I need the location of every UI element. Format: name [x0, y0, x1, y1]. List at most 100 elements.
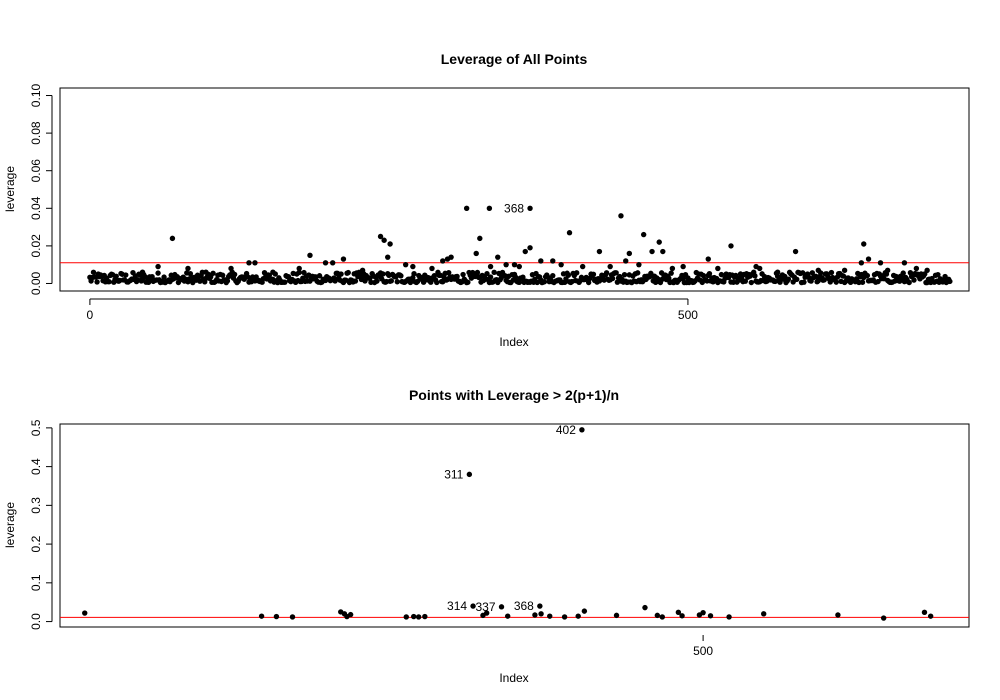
- data-point: [906, 279, 912, 286]
- data-point: [359, 267, 366, 274]
- data-point: [550, 272, 556, 279]
- point-label: 368: [504, 201, 524, 215]
- y-axis: 0.00 0.02 0.04 0.06 0.08 0.10: [29, 84, 53, 295]
- data-point: [402, 261, 409, 268]
- data-point: [634, 270, 641, 276]
- point-label: 402: [556, 423, 576, 437]
- data-point: [706, 270, 713, 277]
- data-point: [742, 278, 749, 284]
- data-point: [296, 269, 302, 276]
- data-point: [448, 254, 454, 260]
- data-point: [579, 427, 585, 433]
- data-point: [927, 613, 934, 619]
- data-point: [913, 265, 920, 272]
- data-point: [603, 270, 610, 276]
- data-point: [527, 205, 533, 211]
- data-point: [477, 235, 483, 242]
- data-point: [700, 609, 706, 616]
- data-point: [621, 272, 628, 278]
- data-point: [547, 613, 553, 619]
- data-point: [618, 213, 624, 219]
- y-tick-label: 0.02: [29, 234, 43, 258]
- data-point: [161, 274, 167, 280]
- data-point: [522, 248, 528, 255]
- data-point: [748, 279, 755, 286]
- data-point: [833, 279, 839, 285]
- data-point: [774, 269, 781, 275]
- data-point: [380, 271, 386, 277]
- data-point: [550, 258, 556, 264]
- y-tick-label: 0.06: [29, 159, 43, 183]
- data-point: [911, 277, 917, 283]
- data-point: [707, 613, 714, 619]
- data-point: [454, 273, 460, 280]
- y-axis-label: leverage: [3, 502, 17, 548]
- point-labels: 402 311 314 337 368: [444, 423, 576, 614]
- data-point: [752, 273, 758, 279]
- data-point: [875, 278, 881, 285]
- data-point: [411, 613, 417, 620]
- data-point: [642, 604, 648, 611]
- data-point: [532, 612, 538, 618]
- data-point: [761, 611, 767, 617]
- plot-frame: [59, 423, 970, 628]
- data-point: [656, 239, 662, 245]
- data-point: [723, 271, 729, 277]
- data-point: [246, 260, 252, 266]
- data-point: [566, 230, 573, 236]
- x-tick-label: 0: [87, 308, 94, 322]
- data-point: [504, 613, 511, 619]
- data-point: [935, 271, 941, 278]
- data-point: [296, 265, 302, 272]
- data-point: [626, 250, 633, 257]
- data-point: [558, 261, 564, 268]
- data-point: [609, 275, 616, 282]
- data-point: [590, 271, 597, 277]
- data-point: [466, 471, 473, 478]
- data-point: [573, 270, 580, 276]
- data-point: [169, 235, 176, 242]
- data-point: [541, 279, 548, 285]
- data-point: [381, 237, 387, 243]
- data-point: [537, 603, 543, 609]
- data-point: [865, 256, 872, 262]
- chart-title: Points with Leverage > 2(p+1)/n: [409, 387, 619, 403]
- data-point: [516, 263, 522, 270]
- data-point: [82, 610, 88, 616]
- data-point: [785, 276, 792, 282]
- data-point: [679, 613, 685, 619]
- data-point: [511, 261, 518, 268]
- data-point: [398, 273, 404, 279]
- data-point: [463, 205, 470, 211]
- data-point: [139, 269, 146, 275]
- x-axis-label: Index: [499, 671, 528, 685]
- data-point: [228, 265, 234, 272]
- data-point: [728, 243, 734, 249]
- data-point: [434, 279, 440, 286]
- data-point: [487, 274, 494, 280]
- data-point: [660, 248, 666, 255]
- x-tick-label: 500: [678, 308, 698, 322]
- data-point: [155, 270, 161, 276]
- data-point: [516, 279, 522, 286]
- data-point: [231, 271, 238, 278]
- y-tick-label: 0.10: [29, 84, 43, 108]
- data-point: [877, 260, 884, 266]
- data-point: [219, 272, 226, 278]
- data-point: [273, 613, 280, 620]
- data-point: [623, 258, 629, 264]
- data-point: [668, 270, 674, 276]
- data-point: [203, 269, 209, 275]
- data-point: [465, 279, 471, 285]
- data-point: [659, 614, 665, 620]
- data-point: [210, 270, 216, 276]
- data-point: [675, 609, 682, 615]
- data-point: [880, 615, 887, 621]
- y-tick-label: 0.04: [29, 196, 43, 220]
- y-tick-label: 0.00: [29, 271, 43, 295]
- data-point: [385, 254, 391, 260]
- x-axis-label: Index: [499, 335, 528, 349]
- data-point: [446, 269, 452, 276]
- data-points: [87, 205, 953, 286]
